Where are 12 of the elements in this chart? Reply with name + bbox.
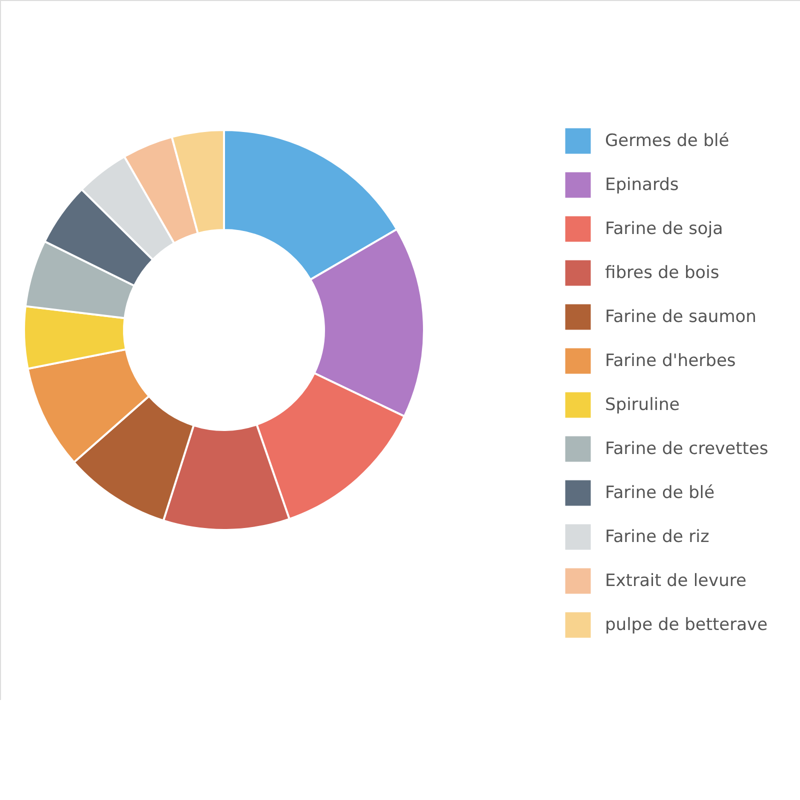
legend-label: Spiruline (605, 395, 680, 415)
legend-label: Germes de blé (605, 131, 730, 151)
legend-label: Farine de soja (605, 219, 724, 239)
legend-label: Extrait de levure (605, 571, 746, 591)
legend-label: Farine de crevettes (605, 439, 768, 459)
legend-label: Farine de saumon (605, 307, 756, 327)
legend-label: Farine de blé (605, 483, 715, 503)
legend-label: pulpe de betterave (605, 615, 768, 635)
legend-label: Farine de riz (605, 527, 710, 547)
legend-label: Farine d'herbes (605, 351, 736, 371)
legend-label: fibres de bois (605, 263, 720, 283)
legend-label: Epinards (605, 175, 679, 195)
